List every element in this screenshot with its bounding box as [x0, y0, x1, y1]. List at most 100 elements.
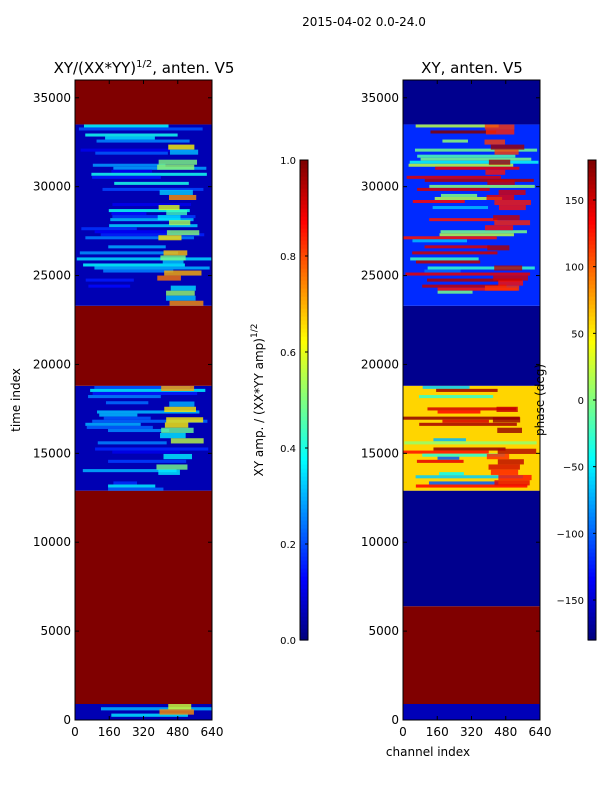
colorbar-step	[588, 416, 596, 421]
colorbar-step	[588, 440, 596, 445]
x-tick-label: 160	[98, 725, 121, 739]
colorbar-step	[588, 604, 596, 609]
heatmap-bright-band	[158, 235, 182, 241]
colorbar-step	[588, 424, 596, 429]
heatmap-bright-band	[499, 205, 526, 211]
colorbar-step	[300, 396, 308, 401]
colorbar-step	[588, 544, 596, 549]
colorbar-step	[588, 520, 596, 525]
heatmap-texture	[94, 266, 210, 270]
colorbar-step	[300, 636, 308, 641]
heatmap-region	[403, 305, 540, 386]
colorbar-step	[300, 568, 308, 573]
colorbar-step	[300, 384, 308, 389]
colorbar-step	[300, 576, 308, 581]
heatmap-texture	[420, 157, 532, 161]
heatmap-texture	[415, 475, 524, 479]
colorbar-step	[588, 268, 596, 273]
colorbar-tick-label: −50	[563, 463, 584, 474]
colorbar-step	[300, 344, 308, 349]
colorbar-step	[300, 624, 308, 629]
colorbar-step	[300, 628, 308, 633]
colorbar-step	[300, 356, 308, 361]
amplitude-colorbar-ticks: 0.0 0.2 0.4 0.6 0.8 1.0	[280, 156, 308, 647]
colorbar-step	[300, 244, 308, 249]
colorbar-step	[300, 164, 308, 169]
heatmap-bright-band	[485, 129, 515, 135]
colorbar-step	[300, 504, 308, 509]
heatmap-texture	[109, 224, 198, 228]
phase-xlabel: channel index	[386, 745, 470, 759]
heatmap-texture	[108, 459, 187, 463]
heatmap-texture	[97, 441, 167, 445]
heatmap-bright-band	[494, 220, 531, 226]
colorbar-step	[300, 512, 308, 517]
colorbar-step	[588, 328, 596, 333]
y-tick-label: 35000	[33, 91, 71, 105]
colorbar-step	[588, 396, 596, 401]
colorbar-step	[300, 564, 308, 569]
heatmap-texture	[92, 175, 161, 179]
colorbar-step	[300, 588, 308, 593]
colorbar-step	[588, 548, 596, 553]
colorbar-step	[300, 388, 308, 393]
colorbar-step	[300, 440, 308, 445]
heatmap-texture	[403, 416, 520, 420]
colorbar-step	[300, 516, 308, 521]
colorbar-step	[300, 296, 308, 301]
heatmap-texture	[111, 212, 147, 216]
x-tick-label: 480	[166, 725, 189, 739]
heatmap-bright-band	[490, 469, 519, 475]
heatmap-bright-band	[488, 464, 520, 470]
colorbar-step	[588, 300, 596, 305]
heatmap-bright-band	[163, 453, 192, 460]
colorbar-step	[300, 260, 308, 265]
colorbar-step	[588, 596, 596, 601]
heatmap-texture	[436, 388, 498, 392]
colorbar-step	[300, 412, 308, 417]
heatmap-bright-band	[498, 280, 524, 286]
colorbar-step	[300, 468, 308, 473]
colorbar-step	[588, 428, 596, 433]
heatmap-texture	[90, 388, 206, 392]
colorbar-step	[588, 624, 596, 629]
colorbar-step	[300, 288, 308, 293]
colorbar-step	[300, 608, 308, 613]
heatmap-region	[75, 490, 212, 704]
colorbar-step	[300, 540, 308, 545]
heatmap-texture	[430, 130, 497, 134]
colorbar-step	[300, 472, 308, 477]
colorbar-step	[300, 560, 308, 565]
phase-colorbar-gradient	[588, 160, 596, 641]
heatmap-bright-band	[166, 417, 204, 423]
heatmap-texture	[424, 245, 490, 249]
heatmap-texture	[96, 139, 190, 143]
heatmap-bright-band	[498, 189, 526, 195]
colorbar-step	[300, 532, 308, 537]
heatmap-texture	[92, 391, 198, 396]
colorbar-step	[588, 508, 596, 513]
colorbar-step	[300, 416, 308, 421]
colorbar-step	[300, 580, 308, 585]
heatmap-texture	[80, 148, 194, 152]
colorbar-step	[300, 308, 308, 313]
heatmap-bright-band	[159, 189, 193, 195]
colorbar-step	[588, 340, 596, 345]
colorbar-step	[588, 196, 596, 201]
heatmap-bright-band	[166, 290, 195, 296]
heatmap-texture	[112, 203, 192, 207]
heatmap-bright-band	[488, 159, 511, 165]
colorbar-step	[300, 324, 308, 329]
colorbar-step	[300, 536, 308, 541]
colorbar-step	[300, 408, 308, 413]
heatmap-texture	[429, 218, 498, 222]
colorbar-step	[588, 568, 596, 573]
heatmap-bright-band	[169, 149, 199, 155]
y-tick-label: 0	[391, 713, 399, 727]
colorbar-step	[300, 436, 308, 441]
colorbar-step	[588, 160, 596, 165]
colorbar-step	[588, 524, 596, 529]
colorbar-step	[300, 596, 308, 601]
heatmap-bright-band	[484, 139, 506, 145]
